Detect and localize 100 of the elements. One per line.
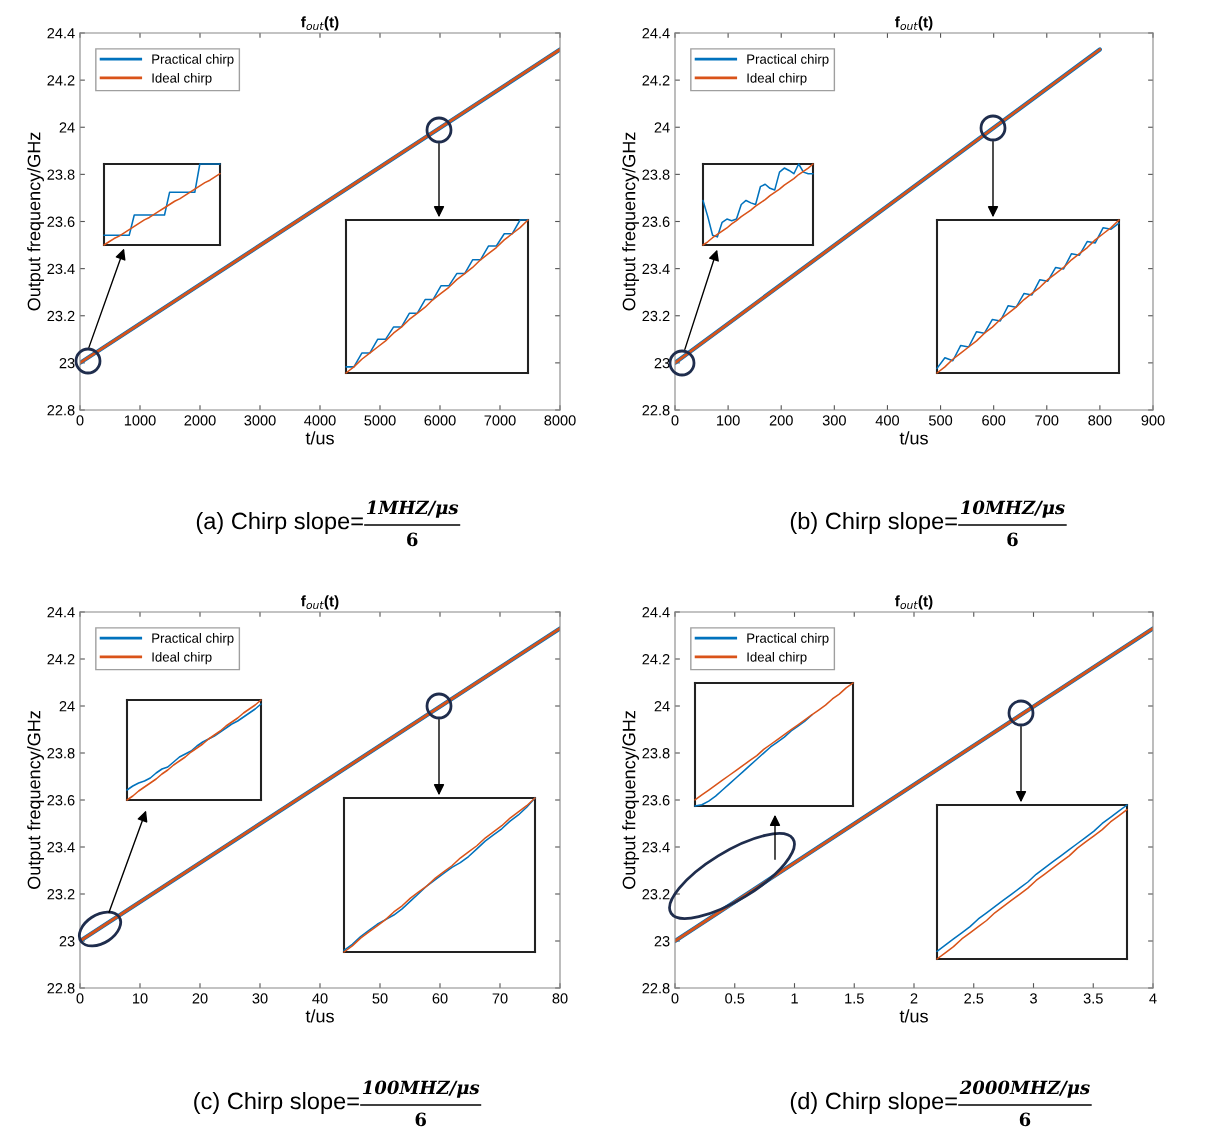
y-axis-title: Output frequency/GHz	[622, 132, 639, 311]
text: 1MHZ/μs	[366, 500, 459, 518]
legend-label: Ideal chirp	[152, 652, 212, 665]
text: (d) Chirp slope=	[790, 1091, 957, 1115]
chart-title: f$_{out}$(t)	[301, 595, 339, 610]
y-tick-label: 24.2	[47, 654, 75, 665]
x-tick-label: 7000	[484, 415, 516, 426]
y-tick-label: 24	[59, 122, 75, 133]
y-axis-title: Output frequency/GHz	[27, 132, 44, 311]
text: 6	[407, 532, 418, 547]
x-tick-label: 10	[133, 993, 148, 1004]
chart-title: f$_{out}$(t)	[895, 16, 933, 31]
legend-label: Ideal chirp	[152, 73, 212, 86]
y-tick-label: 22.8	[47, 405, 75, 416]
y-tick-label: 23.8	[642, 169, 670, 180]
x-tick-label: 0.5	[725, 993, 745, 1004]
x-tick-label: 1.5	[845, 993, 864, 1004]
x-tick-label: 800	[1088, 415, 1112, 426]
x-tick-label: 4000	[304, 415, 336, 426]
x-tick-label: 70	[492, 993, 508, 1004]
x-tick-label: 600	[982, 415, 1006, 426]
y-tick-label: 23.2	[47, 889, 75, 900]
y-tick-label: 23.2	[642, 310, 670, 322]
text: (c) Chirp slope=	[194, 1091, 359, 1115]
x-tick-label: 700	[1035, 415, 1059, 426]
x-axis-title: t/us	[899, 1009, 928, 1023]
y-tick-label: 24.4	[642, 28, 670, 39]
y-tick-label: 24.4	[47, 607, 75, 618]
x-tick-label: 400	[875, 415, 900, 426]
x-tick-label: 100	[717, 415, 740, 426]
legend-label: Practical chirp	[152, 633, 234, 646]
y-tick-label: 23.8	[47, 748, 75, 759]
x-tick-label: 8000	[544, 415, 576, 426]
x-tick-label: 3000	[244, 415, 276, 426]
x-tick-label: 20	[192, 993, 208, 1004]
y-tick-label: 24.2	[642, 654, 670, 665]
x-tick-label: 0	[76, 415, 84, 426]
x-tick-label: 2000	[184, 415, 216, 426]
legend-label: Ideal chirp	[747, 652, 807, 665]
y-tick-label: 24.4	[642, 607, 670, 618]
legend-label: Ideal chirp	[747, 73, 807, 86]
x-tick-label: 0	[671, 993, 679, 1004]
y-axis-title: Output frequency/GHz	[27, 711, 44, 889]
x-tick-label: 6000	[424, 415, 456, 426]
y-tick-label: 23.4	[642, 842, 670, 853]
x-tick-label: 30	[252, 993, 268, 1004]
text: 10MHZ/μs	[960, 500, 1065, 518]
y-tick-label: 23.4	[642, 263, 670, 275]
y-tick-label: 23.8	[642, 748, 670, 759]
x-tick-label: 300	[822, 415, 846, 426]
text: (b) Chirp slope=	[790, 511, 957, 535]
y-tick-label: 23.6	[47, 216, 75, 227]
x-tick-label: 1	[791, 993, 798, 1004]
legend-label: Practical chirp	[747, 54, 829, 67]
y-tick-label: 22.8	[642, 983, 670, 994]
y-tick-label: 23.2	[642, 889, 670, 900]
x-tick-label: 40	[312, 993, 328, 1004]
x-tick-label: 80	[552, 993, 568, 1004]
text: 2000MHZ/μs	[959, 1080, 1090, 1098]
y-tick-label: 23.6	[642, 216, 670, 227]
y-tick-label: 24	[654, 701, 670, 712]
y-tick-label: 22.8	[642, 405, 670, 416]
chart-title: f$_{out}$(t)	[895, 595, 933, 610]
y-tick-label: 23	[59, 357, 75, 369]
x-tick-label: 3	[1030, 993, 1037, 1004]
y-tick-label: 23.4	[47, 263, 75, 275]
y-tick-label: 24.2	[642, 75, 670, 86]
chart-title: f$_{out}$(t)	[301, 16, 339, 31]
y-tick-label: 23	[59, 936, 75, 947]
text: (a) Chirp slope=	[196, 511, 363, 535]
legend-label: Practical chirp	[152, 54, 234, 67]
x-tick-label: 500	[928, 415, 953, 426]
y-tick-label: 23.6	[47, 795, 75, 806]
y-tick-label: 22.8	[47, 983, 75, 994]
y-tick-label: 24.4	[47, 28, 75, 39]
text: 6	[415, 1112, 426, 1127]
y-tick-label: 24	[59, 701, 75, 712]
y-tick-label: 23.2	[47, 310, 75, 322]
x-tick-label: 50	[372, 993, 388, 1004]
text: 6	[1019, 1112, 1031, 1127]
x-axis-title: t/us	[305, 431, 334, 445]
x-tick-label: 200	[769, 415, 793, 426]
y-tick-label: 24.2	[47, 75, 75, 86]
x-tick-label: 1000	[124, 415, 156, 426]
text: 100MHZ/μs	[362, 1080, 480, 1098]
text: 6	[1007, 532, 1018, 547]
x-tick-label: 0	[671, 415, 679, 426]
y-tick-label: 23.6	[642, 795, 670, 806]
x-tick-label: 3.5	[1083, 993, 1103, 1004]
x-tick-label: 900	[1141, 415, 1165, 426]
x-tick-label: 5000	[364, 415, 396, 426]
legend-label: Practical chirp	[747, 633, 829, 646]
x-tick-label: 4	[1149, 993, 1157, 1004]
x-tick-label: 2.5	[964, 993, 984, 1004]
x-axis-title: t/us	[899, 431, 928, 445]
x-tick-label: 2	[910, 993, 918, 1004]
y-tick-label: 23	[654, 936, 670, 947]
y-axis-title: Output frequency/GHz	[622, 711, 639, 889]
y-tick-label: 24	[654, 122, 670, 133]
x-tick-label: 0	[76, 993, 84, 1004]
